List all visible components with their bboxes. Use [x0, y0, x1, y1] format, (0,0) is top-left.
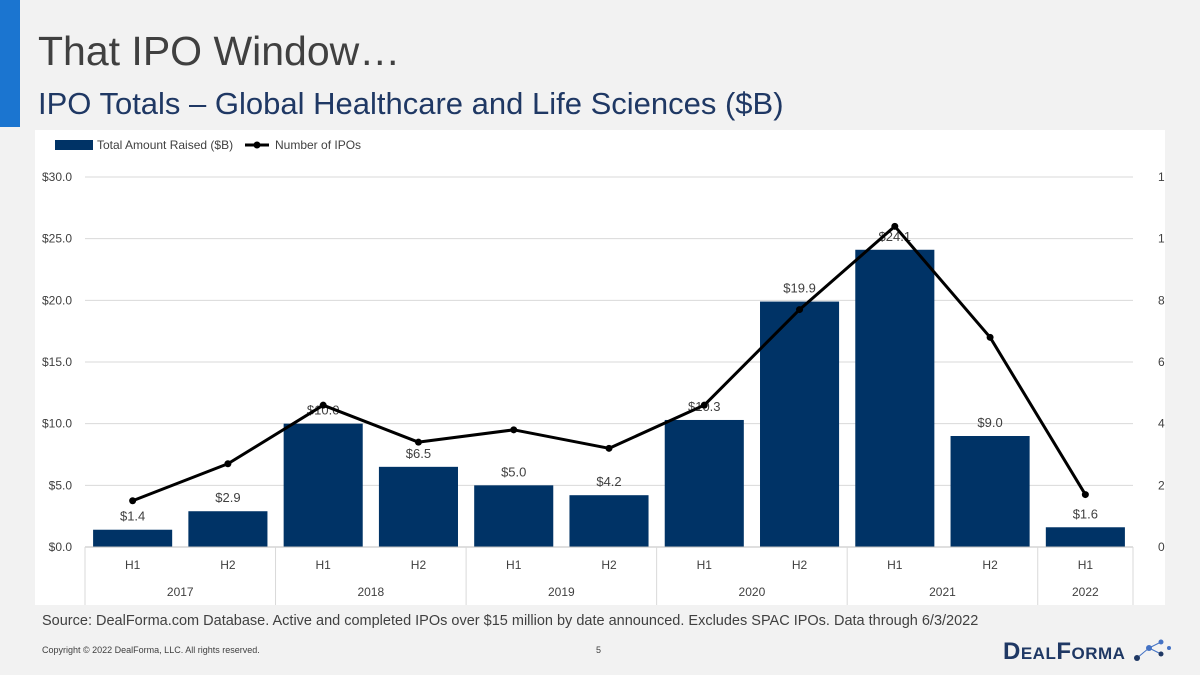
accent-bar: [0, 0, 20, 127]
bar-data-label: $1.6: [1073, 506, 1098, 521]
logo-wordmark: DealForma: [1003, 638, 1126, 665]
ipo-count-point: [700, 401, 708, 409]
page-number: 5: [596, 645, 602, 655]
copyright-text: Copyright © 2022 DealForma, LLC. All rig…: [42, 645, 260, 655]
x-tick-label: H1: [887, 558, 903, 572]
page-title: That IPO Window…: [38, 28, 401, 74]
x-tick-label: H2: [220, 558, 236, 572]
y-left-tick-label: $30.0: [42, 170, 72, 184]
source-note: Source: DealForma.com Database. Active a…: [42, 613, 979, 629]
bar-data-label: $5.0: [501, 464, 526, 479]
bar-data-label: $9.0: [977, 415, 1002, 430]
y-right-tick-label: 120: [1158, 170, 1165, 184]
bar: [474, 485, 554, 547]
y-left-tick-label: $25.0: [42, 232, 72, 246]
y-right-tick-label: 0: [1158, 540, 1165, 554]
legend-line-marker: [253, 141, 261, 149]
x-group-label: 2021: [929, 585, 956, 599]
x-group-label: 2019: [548, 585, 575, 599]
dealforma-logo: DealForma: [1003, 636, 1173, 666]
bar-data-label: $6.5: [406, 446, 431, 461]
legend-bar-swatch: [55, 140, 93, 150]
x-group-label: 2018: [357, 585, 384, 599]
ipo-count-point: [891, 222, 899, 230]
bar: [664, 419, 744, 547]
bar-data-label: $4.2: [596, 474, 621, 489]
combo-chart: $0.0 $5.0 $10.0 $15.0 $20.0 $25.0 $30.0 0 20 40 60…: [42, 138, 1165, 605]
x-tick-label: H2: [601, 558, 617, 572]
x-tick-label: H1: [125, 558, 141, 572]
ipo-count-point: [224, 460, 232, 468]
bar: [760, 301, 840, 547]
bar: [1045, 527, 1125, 547]
ipo-count-point: [986, 333, 994, 341]
x-group-label: 2022: [1072, 585, 1099, 599]
bar: [283, 423, 363, 547]
x-tick-label: H2: [982, 558, 998, 572]
x-tick-label: H1: [697, 558, 713, 572]
x-group-label: 2017: [167, 585, 194, 599]
ipo-count-point: [414, 438, 422, 446]
legend-bar-label: Total Amount Raised ($B): [97, 138, 233, 152]
bar: [950, 436, 1030, 547]
ipo-count-point: [129, 497, 137, 505]
bar-data-label: $10.0: [307, 403, 340, 418]
y-right-tick-label: 80: [1158, 293, 1165, 307]
legend-line-label: Number of IPOs: [275, 138, 361, 152]
page-subtitle: IPO Totals – Global Healthcare and Life …: [38, 86, 784, 121]
y-left-tick-label: $0.0: [49, 540, 73, 554]
ipo-count-point: [796, 306, 804, 314]
y-left-tick-label: $10.0: [42, 417, 72, 431]
chart-area: $0.0 $5.0 $10.0 $15.0 $20.0 $25.0 $30.0 0 20 40 60…: [35, 130, 1165, 605]
y-left-tick-label: $5.0: [49, 478, 73, 492]
bar: [855, 249, 935, 547]
y-right-tick-label: 20: [1158, 478, 1165, 492]
ipo-count-point: [1081, 491, 1089, 499]
bar-data-label: $1.4: [120, 509, 145, 524]
y-left-tick-label: $15.0: [42, 355, 72, 369]
bar-data-label: $2.9: [215, 490, 240, 505]
x-tick-label: H2: [411, 558, 427, 572]
bar: [93, 529, 173, 547]
logo-dots-icon: [1134, 639, 1171, 661]
x-tick-label: H1: [1078, 558, 1094, 572]
ipo-count-point: [605, 444, 613, 452]
bar: [378, 466, 458, 547]
x-tick-label: H1: [506, 558, 522, 572]
bar: [188, 511, 268, 547]
y-left-tick-label: $20.0: [42, 293, 72, 307]
bar-data-label: $19.9: [783, 281, 816, 296]
y-right-tick-label: 60: [1158, 355, 1165, 369]
x-tick-label: H2: [792, 558, 808, 572]
ipo-count-point: [510, 426, 518, 434]
bar: [569, 495, 649, 547]
ipo-count-point: [319, 401, 327, 409]
y-right-tick-label: 40: [1158, 417, 1165, 431]
x-group-label: 2020: [739, 585, 766, 599]
x-tick-label: H1: [316, 558, 332, 572]
ipo-count-line: [132, 224, 1087, 503]
y-right-tick-label: 100: [1158, 232, 1165, 246]
